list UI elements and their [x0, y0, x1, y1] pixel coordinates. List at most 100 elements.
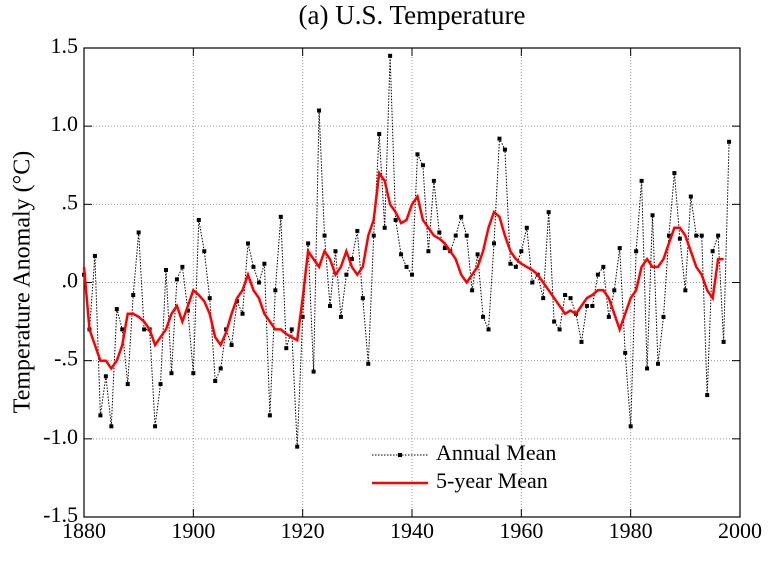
legend-label: 5-year Mean: [436, 468, 548, 493]
data-point: [131, 293, 136, 298]
data-point: [563, 293, 568, 298]
data-point: [338, 314, 343, 319]
data-point: [333, 249, 338, 254]
data-point: [393, 217, 398, 222]
data-point: [524, 225, 529, 230]
data-point: [311, 369, 316, 374]
plot-frame: [83, 47, 741, 518]
y-tick-label: 1.0: [51, 111, 79, 136]
data-point: [120, 327, 125, 332]
data-point: [109, 424, 114, 429]
data-point: [328, 303, 332, 308]
data-point: [519, 249, 524, 254]
data-point: [426, 249, 431, 254]
data-point: [256, 280, 261, 285]
data-point: [694, 233, 699, 238]
data-point: [174, 277, 179, 282]
data-point: [322, 233, 327, 238]
data-point: [508, 261, 513, 266]
x-tick-label: 1980: [609, 518, 653, 543]
legend-label: Annual Mean: [436, 440, 556, 465]
data-point: [645, 366, 650, 371]
y-tick-label: .5: [62, 189, 79, 214]
data-point: [377, 131, 382, 136]
data-point: [442, 246, 447, 251]
data-point: [114, 307, 119, 312]
data-point: [169, 371, 174, 376]
data-point: [666, 233, 671, 238]
data-point: [683, 288, 688, 293]
data-point: [699, 233, 704, 238]
y-tick-label: -1.5: [43, 502, 78, 527]
data-point: [557, 327, 562, 332]
data-point: [344, 272, 349, 277]
data-point: [295, 444, 300, 449]
data-point: [661, 314, 666, 319]
x-tick-label: 1920: [281, 518, 325, 543]
y-tick-label: -.5: [54, 346, 78, 371]
data-point: [267, 413, 272, 418]
data-point: [355, 228, 360, 233]
data-point: [382, 225, 387, 230]
data-point: [492, 241, 496, 246]
data-point: [481, 314, 486, 319]
x-tick-label: 1880: [62, 518, 106, 543]
data-point: [98, 413, 103, 418]
data-point: [617, 246, 622, 251]
data-point: [317, 108, 322, 113]
data-point: [262, 261, 267, 266]
data-point: [92, 253, 97, 258]
data-point: [721, 339, 726, 344]
data-point: [677, 236, 682, 241]
data-point: [284, 346, 289, 351]
data-point: [410, 272, 414, 277]
data-point: [710, 249, 715, 254]
data-point: [180, 264, 185, 269]
data-point: [634, 249, 639, 254]
data-point: [371, 233, 376, 238]
data-point: [437, 230, 442, 235]
x-tick-label: 1940: [390, 518, 434, 543]
data-point: [656, 361, 660, 366]
chart-title: (a) U.S. Temperature: [298, 0, 525, 30]
data-point: [595, 272, 600, 277]
data-point: [191, 371, 196, 376]
legend-marker: [398, 453, 402, 457]
data-point: [453, 233, 458, 238]
y-axis-label: Temperature Anomaly (°C): [10, 151, 36, 414]
data-point: [125, 382, 130, 387]
data-point: [213, 378, 218, 383]
data-point: [306, 241, 311, 246]
y-tick-label: .0: [62, 268, 79, 293]
y-tick-label: -1.0: [43, 424, 78, 449]
data-point: [530, 280, 535, 285]
data-point: [541, 296, 546, 301]
data-point: [196, 217, 201, 222]
data-point: [546, 210, 551, 215]
data-point: [229, 343, 234, 348]
data-point: [240, 311, 245, 316]
data-point: [360, 296, 365, 301]
data-point: [716, 233, 721, 238]
data-point: [459, 214, 464, 219]
data-point: [207, 296, 212, 301]
data-point: [568, 296, 573, 301]
data-point: [705, 393, 710, 398]
data-point: [628, 424, 633, 429]
data-point: [470, 288, 475, 293]
data-point: [639, 178, 644, 183]
data-point: [513, 264, 518, 269]
data-point: [584, 303, 589, 308]
data-point: [164, 267, 168, 272]
data-point: [623, 350, 628, 355]
data-point: [289, 327, 294, 332]
data-point: [420, 163, 425, 168]
x-tick-label: 2000: [718, 518, 762, 543]
data-point: [552, 319, 557, 324]
data-point: [103, 374, 108, 379]
x-tick-label: 1900: [171, 518, 215, 543]
data-point: [672, 171, 677, 176]
data-point: [606, 314, 611, 319]
data-point: [153, 424, 158, 429]
